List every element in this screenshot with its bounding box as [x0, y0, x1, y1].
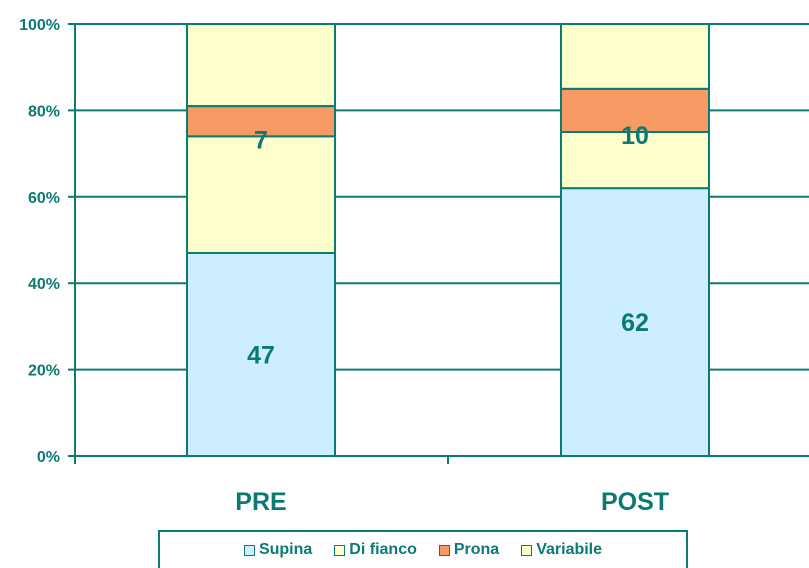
axis-layer — [68, 23, 809, 464]
legend-item: Prona — [438, 541, 500, 559]
y-tick-label: 40% — [28, 276, 60, 293]
legend-swatch — [243, 544, 255, 556]
legend-label: Prona — [453, 541, 500, 558]
data-label: 62 — [621, 309, 649, 337]
y-tick-label: 100% — [19, 17, 60, 34]
bar-segment-di-fianco-pre — [186, 135, 336, 254]
bar-segment-supina-pre — [186, 251, 336, 457]
y-tick-label: 20% — [28, 363, 60, 380]
legend-item: Supina — [243, 541, 313, 559]
chart-svg: 0% 20% 40% 60% 80% 100% 47 7 PRE 62 10 POST — [19, 17, 809, 516]
legend-label: Di fianco — [349, 541, 417, 558]
labels-layer: 0% 20% 40% 60% 80% 100% 47 7 PRE 62 10 POST — [19, 17, 669, 516]
data-label: 10 — [621, 122, 649, 150]
x-category-label: POST — [601, 488, 669, 516]
legend-label: Variabile — [536, 541, 603, 558]
legend-swatch — [438, 544, 450, 556]
legend: Supina Di fianco Prona Variabile — [158, 530, 688, 568]
legend-label: Supina — [258, 541, 313, 558]
legend-swatch — [334, 544, 346, 556]
y-tick-label: 80% — [28, 103, 60, 120]
x-category-label: PRE — [235, 488, 286, 516]
bar-segment-variabile-pre — [186, 23, 336, 108]
bars-layer — [186, 23, 710, 457]
data-label: 47 — [247, 341, 275, 369]
legend-item: Di fianco — [334, 541, 417, 559]
data-label: 7 — [254, 126, 268, 154]
y-tick-label: 60% — [28, 190, 60, 207]
bar-segment-variabile-post — [560, 23, 710, 90]
y-tick-label: 0% — [37, 449, 60, 466]
legend-swatch — [521, 544, 533, 556]
legend-item: Variabile — [521, 541, 602, 559]
